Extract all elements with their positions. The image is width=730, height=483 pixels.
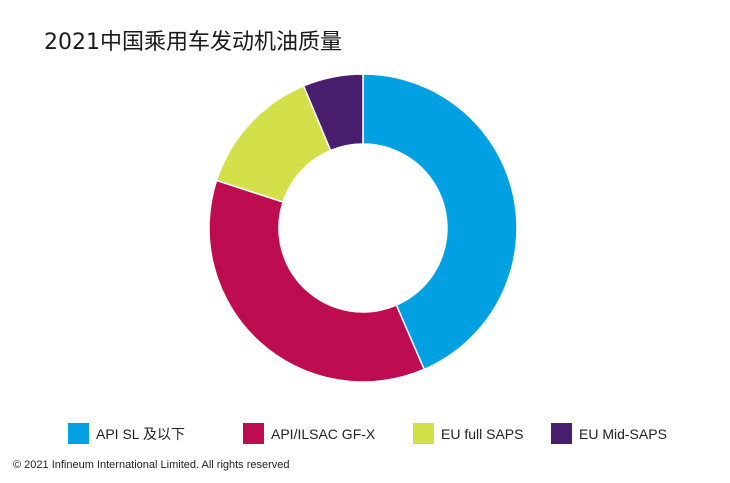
legend-label-api-sl: API SL 及以下: [96, 425, 185, 442]
chart-title: 2021中国乘用车发动机油质量: [44, 30, 342, 55]
donut-slice-api-ilsac: [208, 179, 426, 383]
donut-slice-api-sl: [362, 73, 518, 371]
legend-label-eu-mid-saps: EU Mid-SAPS: [579, 425, 667, 442]
legend-item-api-sl: API SL 及以下: [68, 423, 185, 444]
legend-swatch-api-sl: [68, 423, 89, 444]
legend-swatch-eu-mid-saps: [551, 423, 572, 444]
chart-legend: API SL 及以下 API/ILSAC GF-X EU full SAPS E…: [0, 423, 730, 447]
legend-item-api-ilsac: API/ILSAC GF-X: [243, 423, 375, 444]
copyright-notice: © 2021 Infineum International Limited. A…: [13, 459, 290, 471]
legend-item-eu-mid-saps: EU Mid-SAPS: [551, 423, 667, 444]
legend-item-eu-full-saps: EU full SAPS: [413, 423, 523, 444]
donut-slice-eu-mid-saps: [302, 73, 364, 152]
legend-label-eu-full-saps: EU full SAPS: [441, 425, 524, 442]
legend-swatch-api-ilsac: [243, 423, 264, 444]
legend-swatch-eu-full-saps: [413, 423, 434, 444]
legend-label-api-ilsac: API/ILSAC GF-X: [271, 425, 376, 442]
